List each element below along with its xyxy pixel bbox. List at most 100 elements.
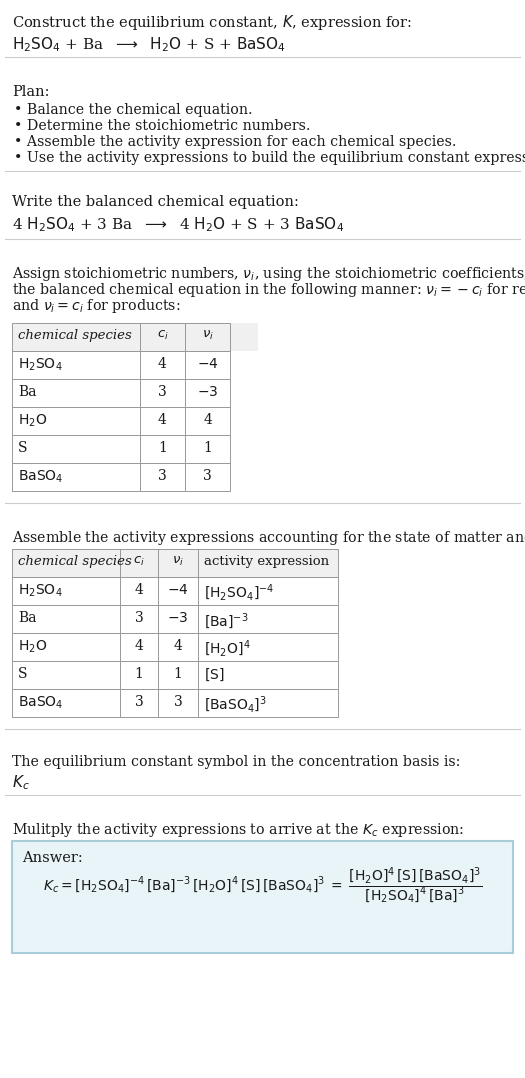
Text: the balanced chemical equation in the following manner: $\nu_i = -c_i$ for react: the balanced chemical equation in the fo… bbox=[12, 281, 525, 299]
Text: $[\mathrm{BaSO_4}]^{3}$: $[\mathrm{BaSO_4}]^{3}$ bbox=[204, 695, 267, 716]
Text: $\mathrm{H_2SO_4}$: $\mathrm{H_2SO_4}$ bbox=[18, 583, 62, 599]
Text: chemical species: chemical species bbox=[18, 329, 132, 342]
Text: 4: 4 bbox=[134, 639, 143, 653]
Bar bbox=[12, 407, 140, 436]
Bar bbox=[185, 462, 230, 490]
Text: S: S bbox=[18, 441, 27, 455]
Bar bbox=[12, 549, 338, 577]
Bar bbox=[140, 462, 185, 490]
Bar bbox=[158, 661, 198, 689]
Bar bbox=[140, 436, 185, 462]
Text: 3: 3 bbox=[158, 385, 167, 399]
Text: Assemble the activity expressions accounting for the state of matter and $\nu_i$: Assemble the activity expressions accoun… bbox=[12, 529, 525, 547]
Bar bbox=[140, 407, 185, 436]
Text: $\nu_i$: $\nu_i$ bbox=[172, 555, 184, 568]
Bar bbox=[12, 323, 140, 351]
Text: 1: 1 bbox=[158, 441, 167, 455]
Text: $c_i$: $c_i$ bbox=[133, 555, 145, 568]
Text: $\mathrm{H_2O}$: $\mathrm{H_2O}$ bbox=[18, 639, 47, 655]
Bar bbox=[158, 605, 198, 633]
Text: $[\mathrm{H_2SO_4}]^{-4}$: $[\mathrm{H_2SO_4}]^{-4}$ bbox=[204, 583, 274, 604]
Text: $-4$: $-4$ bbox=[197, 357, 218, 371]
Bar bbox=[120, 689, 158, 717]
Bar bbox=[12, 351, 140, 379]
Bar bbox=[158, 633, 198, 661]
Bar bbox=[12, 689, 120, 717]
Text: Construct the equilibrium constant, $K$, expression for:: Construct the equilibrium constant, $K$,… bbox=[12, 13, 412, 32]
Bar bbox=[12, 577, 120, 605]
Bar bbox=[140, 351, 185, 379]
Bar bbox=[12, 436, 140, 462]
Text: Write the balanced chemical equation:: Write the balanced chemical equation: bbox=[12, 195, 299, 209]
Bar bbox=[120, 549, 158, 577]
Bar bbox=[12, 633, 120, 661]
Text: • Use the activity expressions to build the equilibrium constant expression.: • Use the activity expressions to build … bbox=[14, 151, 525, 165]
Bar bbox=[12, 841, 513, 953]
Bar bbox=[198, 549, 338, 577]
Text: 3: 3 bbox=[134, 695, 143, 709]
Bar bbox=[120, 661, 158, 689]
Text: $\mathrm{H_2SO_4}$ + Ba  $\longrightarrow$  $\mathrm{H_2O}$ + S + $\mathrm{BaSO_: $\mathrm{H_2SO_4}$ + Ba $\longrightarrow… bbox=[12, 34, 286, 54]
Bar bbox=[158, 577, 198, 605]
Text: 3: 3 bbox=[203, 469, 212, 483]
Text: 4 $\mathrm{H_2SO_4}$ + 3 Ba  $\longrightarrow$  4 $\mathrm{H_2O}$ + S + 3 $\math: 4 $\mathrm{H_2SO_4}$ + 3 Ba $\longrighta… bbox=[12, 215, 344, 234]
Text: $\mathrm{BaSO_4}$: $\mathrm{BaSO_4}$ bbox=[18, 469, 64, 485]
Text: The equilibrium constant symbol in the concentration basis is:: The equilibrium constant symbol in the c… bbox=[12, 755, 460, 769]
Bar bbox=[185, 407, 230, 436]
Text: Plan:: Plan: bbox=[12, 85, 49, 99]
Bar bbox=[120, 633, 158, 661]
Text: Ba: Ba bbox=[18, 611, 37, 625]
Bar bbox=[12, 661, 120, 689]
Bar bbox=[12, 605, 120, 633]
Bar bbox=[185, 351, 230, 379]
Text: • Assemble the activity expression for each chemical species.: • Assemble the activity expression for e… bbox=[14, 135, 457, 149]
Bar bbox=[198, 661, 338, 689]
Text: $\mathrm{BaSO_4}$: $\mathrm{BaSO_4}$ bbox=[18, 695, 64, 711]
Bar bbox=[158, 549, 198, 577]
Bar bbox=[185, 323, 230, 351]
Bar bbox=[185, 436, 230, 462]
Text: 4: 4 bbox=[158, 413, 167, 427]
Bar bbox=[12, 549, 120, 577]
Text: 4: 4 bbox=[134, 583, 143, 597]
Text: $\mathrm{H_2O}$: $\mathrm{H_2O}$ bbox=[18, 413, 47, 429]
Bar bbox=[158, 689, 198, 717]
Text: $\nu_i$: $\nu_i$ bbox=[202, 329, 214, 342]
Bar bbox=[120, 577, 158, 605]
Text: 4: 4 bbox=[203, 413, 212, 427]
Bar bbox=[12, 462, 140, 490]
Text: Mulitply the activity expressions to arrive at the $K_c$ expression:: Mulitply the activity expressions to arr… bbox=[12, 821, 464, 839]
Bar bbox=[185, 379, 230, 407]
Text: chemical species: chemical species bbox=[18, 555, 132, 568]
Text: 1: 1 bbox=[134, 667, 143, 681]
Text: $K_c = [\mathrm{H_2SO_4}]^{-4}\,[\mathrm{Ba}]^{-3}\,[\mathrm{H_2O}]^{4}\,[\mathr: $K_c = [\mathrm{H_2SO_4}]^{-4}\,[\mathrm… bbox=[43, 866, 482, 907]
Text: 1: 1 bbox=[203, 441, 212, 455]
Text: $[\mathrm{H_2O}]^{4}$: $[\mathrm{H_2O}]^{4}$ bbox=[204, 639, 250, 660]
Text: 3: 3 bbox=[174, 695, 182, 709]
Text: 4: 4 bbox=[174, 639, 183, 653]
Text: 1: 1 bbox=[174, 667, 183, 681]
Text: Answer:: Answer: bbox=[22, 851, 83, 865]
Text: $[\mathrm{Ba}]^{-3}$: $[\mathrm{Ba}]^{-3}$ bbox=[204, 611, 248, 631]
Text: $[\mathrm{S}]$: $[\mathrm{S}]$ bbox=[204, 667, 225, 683]
Bar bbox=[12, 323, 258, 351]
Bar bbox=[140, 379, 185, 407]
Text: and $\nu_i = c_i$ for products:: and $\nu_i = c_i$ for products: bbox=[12, 298, 181, 315]
Text: • Balance the chemical equation.: • Balance the chemical equation. bbox=[14, 103, 253, 118]
Text: Assign stoichiometric numbers, $\nu_i$, using the stoichiometric coefficients, $: Assign stoichiometric numbers, $\nu_i$, … bbox=[12, 265, 525, 284]
Text: activity expression: activity expression bbox=[204, 555, 329, 568]
Text: S: S bbox=[18, 667, 27, 681]
Text: Ba: Ba bbox=[18, 385, 37, 399]
Text: 3: 3 bbox=[158, 469, 167, 483]
Bar bbox=[198, 633, 338, 661]
Text: 3: 3 bbox=[134, 611, 143, 625]
Text: $-3$: $-3$ bbox=[197, 385, 218, 399]
Bar bbox=[198, 689, 338, 717]
Text: $K_c$: $K_c$ bbox=[12, 773, 30, 791]
Text: $\mathrm{H_2SO_4}$: $\mathrm{H_2SO_4}$ bbox=[18, 357, 62, 373]
Text: $-3$: $-3$ bbox=[167, 611, 188, 625]
Text: • Determine the stoichiometric numbers.: • Determine the stoichiometric numbers. bbox=[14, 119, 310, 133]
Text: 4: 4 bbox=[158, 357, 167, 371]
Text: $c_i$: $c_i$ bbox=[156, 329, 169, 342]
Bar bbox=[198, 577, 338, 605]
